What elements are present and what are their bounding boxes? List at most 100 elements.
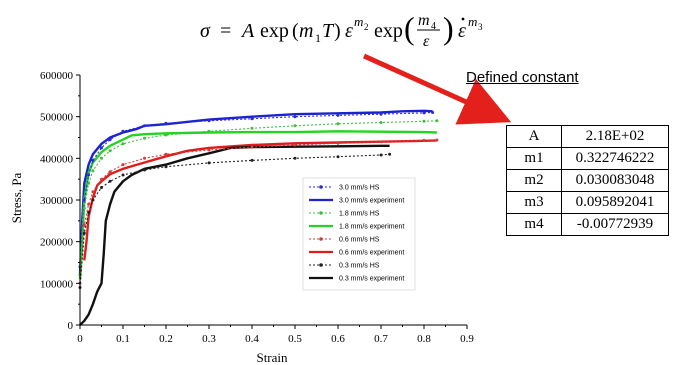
- series-point: [250, 145, 254, 149]
- legend-label: 0.3 mm/s HS: [339, 263, 380, 270]
- series-point: [250, 126, 254, 130]
- series-point: [207, 148, 211, 152]
- series-point: [121, 163, 125, 167]
- series-point: [108, 170, 112, 174]
- series-point: [422, 119, 426, 123]
- formula-m1: m: [299, 20, 313, 42]
- series-point: [87, 173, 91, 177]
- series-point: [207, 119, 211, 123]
- formula-epsilon-dot: ε: [458, 20, 466, 42]
- legend-label: 0.6 mm/s HS: [339, 237, 380, 244]
- formula: σ = A exp ( m 1 T ) ε m 2 exp ( m 4 ε ) …: [200, 10, 483, 50]
- series-point: [100, 146, 103, 150]
- y-tick-label: 400000: [40, 153, 74, 165]
- series-point: [91, 158, 95, 162]
- constant-value: 0.322746222: [561, 147, 669, 170]
- formula-rparen-1: ): [334, 20, 341, 42]
- series-line: [79, 144, 390, 326]
- series-point: [250, 117, 254, 121]
- y-tick-label: 300000: [40, 195, 74, 207]
- series-point: [431, 111, 435, 114]
- series-point: [143, 136, 146, 140]
- constant-name: m3: [506, 191, 562, 214]
- series-point: [108, 138, 112, 142]
- series-point: [388, 152, 392, 156]
- series-point: [293, 124, 297, 128]
- legend-label: 1.8 mm/s experiment: [339, 224, 404, 231]
- formula-equals: =: [220, 20, 231, 42]
- constant-value: 2.18E+02: [561, 125, 669, 148]
- series-point: [207, 161, 211, 165]
- legend-label: 1.8 mm/s HS: [339, 211, 380, 218]
- constant-value: 0.030083048: [561, 169, 669, 192]
- formula-rparen-2: ): [443, 10, 454, 46]
- series-point: [336, 155, 340, 159]
- constant-row: m2 0.030083048: [506, 169, 669, 192]
- y-tick-label: 100000: [40, 278, 74, 290]
- x-tick-label: 0.8: [417, 333, 431, 345]
- series-point: [435, 119, 439, 123]
- x-tick-label: 0.4: [245, 333, 259, 345]
- series-point: [82, 223, 86, 227]
- series-point: [108, 179, 112, 183]
- series-point: [82, 231, 86, 235]
- x-tick-label: 0.7: [374, 333, 388, 345]
- constant-row: m4 -0.00772939: [506, 213, 669, 236]
- legend-label: 3.0 mm/s HS: [339, 185, 380, 192]
- constant-name: m4: [506, 213, 562, 236]
- series-point: [207, 129, 211, 133]
- constants-table: A 2.18E+02 m1 0.322746222 m2 0.030083048 m3 0.0…: [506, 125, 669, 236]
- formula-sub4: 4: [431, 21, 436, 32]
- series-point: [121, 142, 125, 146]
- series-line: [79, 153, 390, 288]
- formula-lparen-2: (: [404, 10, 415, 46]
- series-point: [91, 198, 95, 202]
- formula-t: T: [322, 20, 335, 42]
- x-tick-label: 0.1: [116, 333, 130, 345]
- series-point: [87, 211, 91, 214]
- axes: 0 0.1 0.2 0.3 0.4 0.5 0.6 0.7 0.8 0.9 0 100000 20000…: [40, 70, 474, 345]
- series-point: [108, 149, 112, 153]
- series-point: [379, 121, 383, 124]
- constant-name: m1: [506, 147, 562, 170]
- series-point: [91, 190, 95, 194]
- formula-m2: m: [354, 14, 363, 29]
- legend-marker: [319, 185, 323, 189]
- series-point: [121, 129, 125, 133]
- y-axis-label: Stress, Pa: [9, 172, 24, 223]
- formula-sub3: 3: [478, 22, 483, 32]
- x-tick-label: 0.6: [331, 333, 345, 345]
- defined-constant-label: Defined constant: [466, 69, 579, 86]
- series-point: [435, 138, 439, 142]
- series-point: [100, 156, 103, 160]
- y-tick-label: 200000: [40, 237, 74, 249]
- series-point: [143, 168, 146, 172]
- series-point: [143, 124, 146, 128]
- legend-box: [302, 177, 416, 291]
- series-line: [79, 120, 437, 276]
- formula-epsilon-2: ε: [423, 33, 430, 50]
- formula-lparen-1: (: [292, 20, 299, 42]
- series-point: [336, 113, 340, 117]
- constant-value: -0.00772939: [561, 213, 669, 236]
- constant-name: A: [506, 125, 562, 148]
- series-point: [164, 121, 168, 125]
- series-point: [164, 165, 168, 169]
- series-point: [121, 173, 125, 177]
- x-tick-label: 0: [77, 333, 83, 345]
- series-point: [100, 186, 103, 189]
- constant-row: A 2.18E+02: [506, 125, 669, 148]
- series-point: [143, 156, 146, 160]
- legend-label: 0.6 mm/s experiment: [339, 250, 404, 257]
- formula-sigma: σ: [200, 20, 211, 42]
- x-axis-label: Strain: [256, 350, 288, 365]
- series-point: [164, 133, 168, 137]
- x-tick-label: 0.2: [159, 333, 173, 345]
- legend-marker: [319, 237, 323, 241]
- series-line: [79, 139, 437, 284]
- series-point: [293, 143, 297, 147]
- legend-marker: [319, 263, 323, 267]
- formula-a: A: [240, 20, 255, 42]
- legend-marker: [319, 211, 323, 215]
- formula-sub1: 1: [315, 31, 321, 45]
